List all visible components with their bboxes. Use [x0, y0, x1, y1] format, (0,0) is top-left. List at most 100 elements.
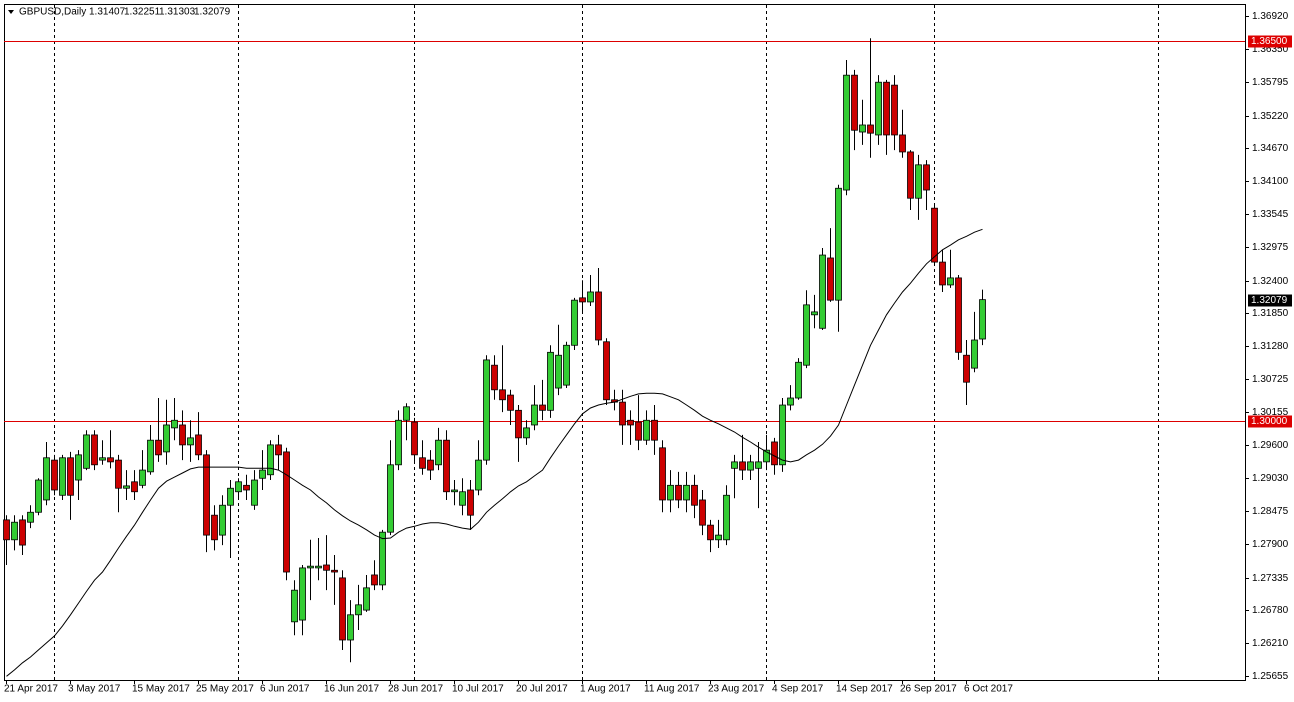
candle-body: [139, 469, 146, 486]
candle-body: [763, 449, 770, 463]
candle-body: [891, 84, 898, 136]
candle-body: [155, 439, 162, 456]
candle-body: [11, 521, 18, 541]
candle-body: [411, 421, 418, 456]
candle-body: [131, 481, 138, 493]
candle-body: [875, 81, 882, 136]
candle-body: [507, 394, 514, 411]
candle-body: [947, 277, 954, 286]
candle-body: [195, 434, 202, 456]
x-tick-label: 23 Aug 2017: [708, 684, 765, 695]
ohlc-high: 1.32251: [124, 7, 161, 18]
candle-body: [979, 299, 986, 340]
candle-body: [683, 484, 690, 501]
y-tick-label: 1.31280: [1252, 341, 1289, 352]
candle-body: [699, 499, 706, 526]
menu-arrow: [8, 10, 14, 14]
candle-body: [555, 354, 562, 389]
candle-body: [363, 587, 370, 611]
candle-body: [827, 257, 834, 301]
candle-body: [67, 457, 74, 496]
candle-body: [795, 361, 802, 399]
candle-body: [299, 567, 306, 621]
level-label-box: [1248, 35, 1292, 48]
candle-body: [147, 439, 154, 473]
candle-body: [971, 339, 978, 369]
candle-body: [955, 277, 962, 353]
candle-body: [75, 454, 82, 481]
candle-body: [843, 74, 850, 191]
candle-body: [515, 409, 522, 439]
candle-body: [907, 151, 914, 199]
candle-body: [939, 261, 946, 286]
candle-body: [83, 434, 90, 469]
candle-body: [323, 564, 330, 571]
candle-body: [723, 494, 730, 541]
x-tick-label: 14 Sep 2017: [836, 684, 893, 695]
x-tick-label: 11 Aug 2017: [644, 684, 700, 695]
candle-body: [187, 437, 194, 446]
candle-body: [483, 359, 490, 461]
x-tick-label: 3 May 2017: [68, 684, 121, 695]
candle-body: [315, 565, 322, 569]
y-tick-label: 1.26210: [1252, 638, 1289, 649]
level-label-box: [1248, 415, 1292, 428]
candle-body: [819, 254, 826, 329]
candle-body: [451, 489, 458, 493]
candle-body: [339, 577, 346, 641]
candle-body: [859, 124, 866, 133]
y-tick-label: 1.26780: [1252, 605, 1289, 616]
y-tick-label: 1.28475: [1252, 506, 1289, 517]
y-tick-label: 1.32975: [1252, 242, 1289, 253]
candle-body: [355, 604, 362, 616]
y-tick-label: 1.30725: [1252, 374, 1289, 385]
y-tick-label: 1.34670: [1252, 143, 1289, 154]
candle-body: [659, 447, 666, 501]
candle-body: [283, 451, 290, 573]
candle-body: [715, 534, 722, 541]
candle-body: [579, 297, 586, 303]
y-tick-label: 1.36920: [1252, 11, 1289, 22]
candle-body: [3, 519, 10, 541]
candle-body: [739, 461, 746, 471]
x-tick-label: 25 May 2017: [196, 684, 254, 695]
y-tick-label: 1.27900: [1252, 539, 1289, 550]
candle-body: [275, 444, 282, 456]
candle-body: [779, 404, 786, 466]
candle-body: [267, 444, 274, 476]
candle-body: [547, 351, 554, 411]
candle-body: [387, 464, 394, 533]
x-tick-label: 26 Sep 2017: [900, 684, 957, 695]
candle-body: [563, 344, 570, 386]
candle-body: [787, 397, 794, 406]
y-tick-label: 1.32400: [1252, 276, 1289, 287]
x-tick-label: 6 Jun 2017: [260, 684, 310, 695]
candle-body: [51, 459, 58, 491]
moving-average: [6, 228, 983, 677]
y-tick-label: 1.33545: [1252, 209, 1289, 220]
candle-body: [403, 406, 410, 421]
candle-body: [435, 439, 442, 466]
y-tick-label: 1.35220: [1252, 111, 1289, 122]
candle-body: [835, 187, 842, 301]
candle-body: [91, 434, 98, 466]
y-tick-label: 1.29600: [1252, 440, 1289, 451]
candle-body: [115, 459, 122, 489]
candle-body: [35, 479, 42, 513]
ohlc-open: 1.31407: [89, 7, 126, 18]
candle-body: [531, 404, 538, 426]
candle-body: [811, 311, 818, 316]
y-tick-label: 1.31850: [1252, 308, 1289, 319]
x-tick-label: 15 May 2017: [132, 684, 190, 695]
candle-body: [931, 207, 938, 263]
candle-body: [443, 439, 450, 493]
candle-body: [211, 514, 218, 541]
candle-body: [635, 421, 642, 441]
candle-body: [595, 291, 602, 341]
candle-body: [307, 565, 314, 569]
x-tick-label: 10 Jul 2017: [452, 684, 504, 695]
candle-body: [467, 489, 474, 516]
candle-body: [851, 74, 858, 131]
candle-body: [331, 569, 338, 573]
